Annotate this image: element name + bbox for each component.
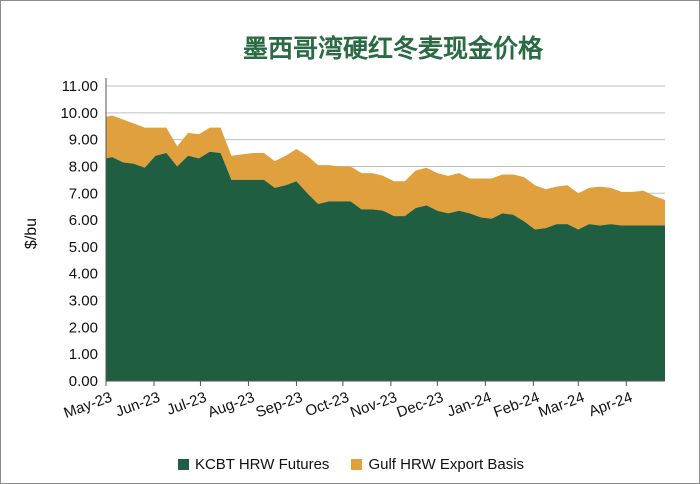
legend-label-1: Gulf HRW Export Basis <box>368 456 525 473</box>
x-tick-label-4: Sep-23 <box>254 389 305 422</box>
y-tick-label-1: 1.00 <box>69 346 98 363</box>
series-area-kcbt-hrw-futures <box>106 151 665 381</box>
x-tick-label-1: Jun-23 <box>113 389 162 421</box>
y-tick-label-2: 2.00 <box>69 319 98 336</box>
x-tick-label-2: Jul-23 <box>165 389 209 419</box>
y-tick-label-9: 9.00 <box>69 132 98 149</box>
x-tick-label-11: Apr-24 <box>587 389 635 420</box>
y-tick-label-7: 7.00 <box>69 185 98 202</box>
x-tick-label-0: May-23 <box>62 389 115 422</box>
legend-swatch-0 <box>177 459 189 470</box>
series-area-gulf-hrw-export-basis <box>106 115 665 230</box>
y-axis-label: $/bu <box>23 218 40 249</box>
legend-item-0: KCBT HRW Futures <box>177 456 330 473</box>
chart-title: 墨西哥湾硬红冬麦现金价格 <box>242 34 543 63</box>
y-tick-label-10: 10.00 <box>60 105 98 122</box>
x-tick-label-8: Jan-24 <box>445 389 494 421</box>
x-tick-label-5: Oct-23 <box>303 389 351 420</box>
y-tick-label-6: 6.00 <box>69 212 98 229</box>
y-tick-label-0: 0.00 <box>69 373 98 390</box>
y-tick-label-4: 4.00 <box>69 266 98 283</box>
y-tick-label-11: 11.00 <box>62 78 98 95</box>
x-tick-label-3: Aug-23 <box>206 389 257 422</box>
legend-item-1: Gulf HRW Export Basis <box>351 456 524 473</box>
x-tick-label-6: Nov-23 <box>348 389 399 422</box>
x-tick-label-7: Dec-23 <box>394 389 445 422</box>
x-tick-label-9: Feb-24 <box>491 389 541 421</box>
y-tick-label-8: 8.00 <box>69 158 98 175</box>
legend: KCBT HRW Futures Gulf HRW Export Basis <box>1 456 699 473</box>
legend-swatch-1 <box>351 459 363 470</box>
x-tick-label-10: Mar-24 <box>536 389 586 421</box>
y-tick-label-3: 3.00 <box>69 293 98 310</box>
y-tick-label-5: 5.00 <box>69 239 98 256</box>
legend-label-0: KCBT HRW Futures <box>194 456 330 473</box>
